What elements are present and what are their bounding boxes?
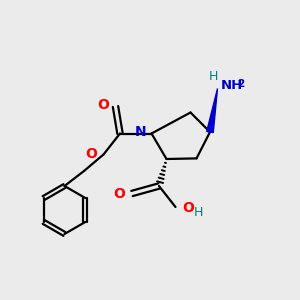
Text: O: O — [113, 187, 125, 200]
Text: O: O — [97, 98, 109, 112]
Polygon shape — [207, 88, 218, 133]
Text: O: O — [182, 202, 194, 215]
Text: 2: 2 — [237, 79, 244, 89]
Text: O: O — [85, 148, 97, 161]
Text: H: H — [208, 70, 218, 83]
Text: N: N — [134, 125, 146, 139]
Text: H: H — [194, 206, 203, 219]
Text: NH: NH — [220, 79, 243, 92]
